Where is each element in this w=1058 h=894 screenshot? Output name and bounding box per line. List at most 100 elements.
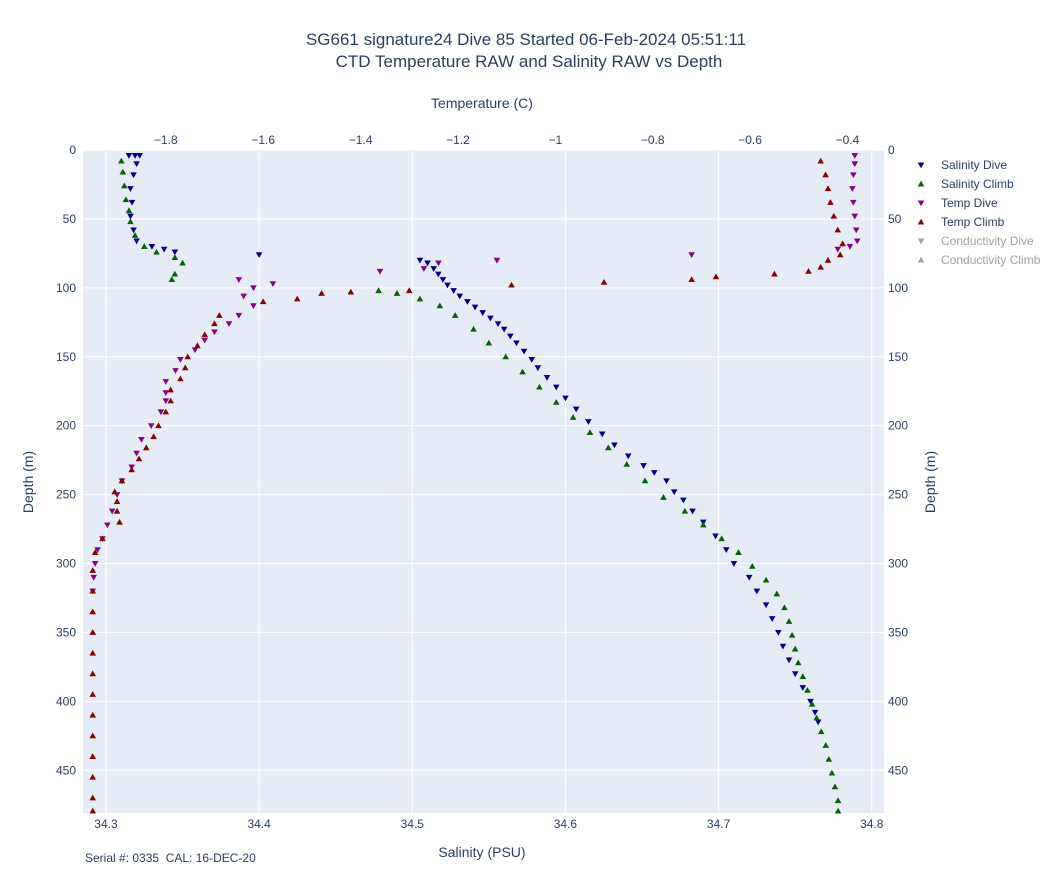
data-point bbox=[393, 290, 401, 296]
data-point bbox=[171, 270, 179, 277]
data-point bbox=[171, 254, 179, 260]
data-point bbox=[143, 444, 150, 451]
data-point bbox=[825, 755, 833, 762]
data-point bbox=[416, 257, 424, 264]
data-point bbox=[128, 466, 135, 473]
data-point bbox=[147, 423, 155, 429]
data-point bbox=[439, 277, 447, 283]
data-point bbox=[171, 249, 179, 256]
data-point bbox=[127, 218, 134, 225]
data-point bbox=[807, 698, 814, 705]
data-point bbox=[753, 588, 761, 595]
data-point bbox=[201, 331, 209, 338]
data-traces bbox=[89, 153, 861, 814]
data-point bbox=[850, 172, 857, 179]
data-point bbox=[493, 257, 501, 264]
legend-marker-icon bbox=[917, 256, 925, 263]
data-point bbox=[153, 248, 160, 255]
data-point bbox=[162, 408, 170, 415]
data-point bbox=[128, 199, 136, 206]
legend-item-temp-dive[interactable]: Temp Dive bbox=[917, 196, 998, 210]
depth-tick-right: 450 bbox=[888, 763, 908, 777]
data-point bbox=[799, 673, 807, 680]
data-point bbox=[191, 347, 199, 354]
data-point bbox=[157, 409, 165, 416]
data-point bbox=[785, 618, 793, 624]
data-point bbox=[89, 691, 97, 697]
legend-label: Conductivity Dive bbox=[941, 234, 1034, 248]
data-point bbox=[318, 290, 325, 296]
data-point bbox=[507, 333, 514, 340]
data-point bbox=[130, 227, 137, 234]
data-point bbox=[125, 207, 133, 214]
chart-title-line-1: SG661 signature24 Dive 85 Started 06-Feb… bbox=[306, 30, 746, 49]
salinity-tick: 34.6 bbox=[554, 817, 578, 831]
depth-tick-right: 0 bbox=[888, 143, 895, 157]
temperature-tick: −1.6 bbox=[251, 133, 275, 147]
data-point bbox=[479, 310, 487, 316]
data-point bbox=[375, 287, 382, 294]
data-point bbox=[828, 769, 836, 776]
data-point bbox=[135, 455, 143, 462]
data-point bbox=[822, 742, 830, 748]
data-point bbox=[133, 161, 140, 168]
data-point bbox=[108, 508, 116, 515]
data-point bbox=[834, 807, 842, 814]
data-point bbox=[424, 260, 431, 267]
data-point bbox=[162, 390, 170, 396]
data-point bbox=[181, 364, 189, 371]
data-point bbox=[405, 287, 413, 294]
data-point bbox=[436, 302, 444, 309]
data-point bbox=[172, 368, 179, 374]
data-point bbox=[791, 645, 799, 652]
top-axis-title: Temperature (C) bbox=[431, 95, 533, 111]
legend-marker-icon bbox=[917, 238, 925, 245]
data-point bbox=[830, 212, 838, 219]
data-point bbox=[851, 153, 859, 159]
data-point bbox=[293, 295, 301, 302]
data-point bbox=[130, 172, 137, 179]
data-point bbox=[420, 266, 428, 272]
bottom-axis-title: Salinity (PSU) bbox=[438, 844, 525, 860]
data-point bbox=[94, 547, 101, 554]
data-point bbox=[598, 431, 606, 438]
data-point bbox=[663, 478, 670, 485]
data-point bbox=[240, 293, 247, 300]
data-point bbox=[670, 489, 678, 496]
data-point bbox=[730, 561, 738, 567]
legend-item-salinity-climb[interactable]: Salinity Climb bbox=[917, 177, 1014, 191]
data-point bbox=[688, 276, 695, 283]
data-point bbox=[184, 353, 191, 360]
data-point bbox=[450, 288, 457, 294]
depth-tick-right: 200 bbox=[888, 419, 908, 433]
data-point bbox=[641, 477, 649, 484]
data-point bbox=[572, 406, 580, 413]
data-point bbox=[117, 157, 125, 164]
data-point bbox=[817, 263, 824, 270]
data-point bbox=[605, 444, 612, 451]
data-point bbox=[416, 295, 424, 302]
depth-tick-right: 300 bbox=[888, 557, 908, 571]
data-point bbox=[712, 273, 720, 280]
legend-item-salinity-dive[interactable]: Salinity Dive bbox=[917, 158, 1008, 172]
data-point bbox=[839, 240, 846, 247]
data-point bbox=[779, 643, 787, 650]
data-point bbox=[836, 251, 844, 258]
legend-item-conductivity-climb[interactable]: Conductivity Climb bbox=[917, 253, 1041, 267]
legend-item-temp-climb[interactable]: Temp Climb bbox=[917, 215, 1005, 229]
data-point bbox=[834, 226, 842, 233]
legend[interactable]: Salinity Dive Salinity Climb Temp Dive Temp… bbox=[917, 158, 1041, 267]
left-axis-title: Depth (m) bbox=[20, 451, 36, 513]
depth-tick-left: 150 bbox=[56, 350, 76, 364]
temperature-tick: −1 bbox=[548, 133, 562, 147]
data-point bbox=[586, 429, 594, 436]
depth-tick-left: 50 bbox=[63, 212, 77, 226]
data-point bbox=[89, 753, 97, 759]
data-point bbox=[451, 312, 459, 318]
right-axis-title: Depth (m) bbox=[922, 451, 938, 513]
data-point bbox=[89, 587, 97, 594]
legend-item-conductivity-dive[interactable]: Conductivity Dive bbox=[917, 234, 1034, 248]
data-point bbox=[735, 549, 742, 555]
data-point bbox=[520, 348, 528, 355]
